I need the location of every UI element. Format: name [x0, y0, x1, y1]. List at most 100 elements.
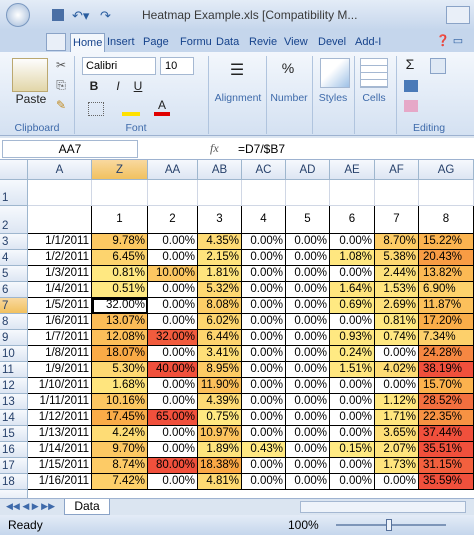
cell[interactable]	[330, 180, 375, 206]
header-value-cell[interactable]: 5	[286, 206, 330, 234]
percent-cell[interactable]: 0.00%	[286, 426, 330, 442]
column-header[interactable]: Z	[92, 160, 148, 180]
date-cell[interactable]: 1/7/2011	[28, 330, 92, 346]
percent-cell[interactable]: 18.07%	[92, 346, 148, 362]
zoom-thumb[interactable]	[386, 519, 392, 531]
percent-cell[interactable]: 8.08%	[198, 298, 242, 314]
border-button[interactable]	[88, 102, 104, 116]
date-cell[interactable]: 1/8/2011	[28, 346, 92, 362]
percent-cell[interactable]: 1.53%	[375, 282, 419, 298]
date-cell[interactable]: 1/11/2011	[28, 394, 92, 410]
percent-cell[interactable]: 1.68%	[92, 378, 148, 394]
row-header[interactable]: 14	[0, 410, 28, 426]
percent-cell[interactable]: 17.20%	[419, 314, 474, 330]
office-button[interactable]	[6, 3, 30, 27]
percent-cell[interactable]: 7.34%	[419, 330, 474, 346]
date-cell[interactable]: 1/9/2011	[28, 362, 92, 378]
percent-cell[interactable]: 0.43%	[242, 442, 286, 458]
styles-button[interactable]: Styles	[318, 92, 348, 104]
percent-cell[interactable]: 0.00%	[330, 458, 375, 474]
number-button[interactable]: Number	[270, 92, 308, 104]
font-size-box[interactable]: 10	[160, 57, 194, 75]
cell[interactable]	[148, 180, 198, 206]
percent-cell[interactable]: 2.69%	[375, 298, 419, 314]
percent-cell[interactable]: 4.39%	[198, 394, 242, 410]
column-header[interactable]: AB	[198, 160, 242, 180]
row-header[interactable]: 3	[0, 234, 28, 250]
percent-cell[interactable]: 0.00%	[375, 474, 419, 490]
minimize-button[interactable]	[446, 6, 470, 24]
row-header[interactable]: 13	[0, 394, 28, 410]
percent-cell[interactable]: 0.00%	[242, 458, 286, 474]
name-box[interactable]: AA7	[2, 140, 138, 158]
percent-cell[interactable]: 17.45%	[92, 410, 148, 426]
cell[interactable]	[198, 180, 242, 206]
percent-cell[interactable]: 0.00%	[286, 314, 330, 330]
percent-cell[interactable]: 0.00%	[286, 442, 330, 458]
alignment-icon[interactable]: ☰	[229, 62, 245, 79]
column-header[interactable]: AA	[148, 160, 198, 180]
ribbon-tab[interactable]: Formu	[180, 36, 212, 48]
column-header[interactable]: AG	[419, 160, 474, 180]
column-header[interactable]: AD	[286, 160, 330, 180]
percent-cell[interactable]: 0.00%	[148, 282, 198, 298]
percent-cell[interactable]: 4.35%	[198, 234, 242, 250]
percent-cell[interactable]: 0.00%	[242, 250, 286, 266]
column-header[interactable]: AE	[330, 160, 375, 180]
percent-cell[interactable]: 0.00%	[286, 474, 330, 490]
header-value-cell[interactable]: 3	[198, 206, 242, 234]
percent-cell[interactable]: 0.00%	[242, 330, 286, 346]
format-painter[interactable]: ✎	[55, 98, 67, 112]
header-value-cell[interactable]	[28, 206, 92, 234]
percent-cell[interactable]: 8.95%	[198, 362, 242, 378]
alignment-button[interactable]: Alignment	[214, 92, 262, 104]
percent-cell[interactable]: 0.00%	[286, 362, 330, 378]
percent-cell[interactable]: 0.00%	[242, 474, 286, 490]
percent-cell[interactable]: 0.00%	[148, 442, 198, 458]
clear-button[interactable]	[404, 100, 418, 112]
percent-cell[interactable]: 0.00%	[375, 378, 419, 394]
ribbon-tab[interactable]: Home	[70, 33, 106, 52]
date-cell[interactable]: 1/4/2011	[28, 282, 92, 298]
percent-cell[interactable]: 0.00%	[286, 458, 330, 474]
font-color-button[interactable]: A	[154, 98, 170, 116]
percent-cell[interactable]: 0.00%	[148, 394, 198, 410]
date-cell[interactable]: 1/3/2011	[28, 266, 92, 282]
date-cell[interactable]: 1/5/2011	[28, 298, 92, 314]
cell[interactable]	[419, 180, 474, 206]
percent-cell[interactable]: 0.00%	[242, 298, 286, 314]
percent-cell[interactable]: 0.00%	[330, 234, 375, 250]
percent-cell[interactable]: 3.41%	[198, 346, 242, 362]
percent-cell[interactable]: 0.00%	[242, 378, 286, 394]
percent-cell[interactable]: 5.32%	[198, 282, 242, 298]
percent-cell[interactable]: 0.00%	[375, 346, 419, 362]
percent-cell[interactable]: 10.00%	[148, 266, 198, 282]
percent-cell[interactable]: 0.00%	[242, 362, 286, 378]
percent-cell[interactable]: 32.00%	[148, 330, 198, 346]
sort-button[interactable]	[430, 58, 446, 74]
percent-cell[interactable]: 1.64%	[330, 282, 375, 298]
percent-cell[interactable]: 35.59%	[419, 474, 474, 490]
percent-cell[interactable]: 0.00%	[286, 378, 330, 394]
header-value-cell[interactable]: 7	[375, 206, 419, 234]
percent-cell[interactable]: 0.00%	[286, 266, 330, 282]
percent-cell[interactable]: 10.16%	[92, 394, 148, 410]
percent-cell[interactable]: 32.00%	[92, 298, 148, 314]
percent-cell[interactable]: 0.00%	[286, 298, 330, 314]
date-cell[interactable]: 1/12/2011	[28, 410, 92, 426]
percent-cell[interactable]: 5.38%	[375, 250, 419, 266]
row-header[interactable]: 11	[0, 362, 28, 378]
percent-cell[interactable]: 0.00%	[242, 314, 286, 330]
percent-cell[interactable]: 0.00%	[148, 234, 198, 250]
percent-cell[interactable]: 4.24%	[92, 426, 148, 442]
ribbon-tab[interactable]: View	[284, 36, 308, 48]
italic-button[interactable]: I	[116, 79, 120, 93]
percent-cell[interactable]: 35.51%	[419, 442, 474, 458]
ribbon-tab[interactable]: Insert	[107, 36, 135, 48]
percent-cell[interactable]: 31.15%	[419, 458, 474, 474]
row-header[interactable]: 8	[0, 314, 28, 330]
date-cell[interactable]: 1/13/2011	[28, 426, 92, 442]
percent-cell[interactable]: 0.00%	[330, 474, 375, 490]
percent-cell[interactable]: 28.52%	[419, 394, 474, 410]
percent-cell[interactable]: 15.22%	[419, 234, 474, 250]
